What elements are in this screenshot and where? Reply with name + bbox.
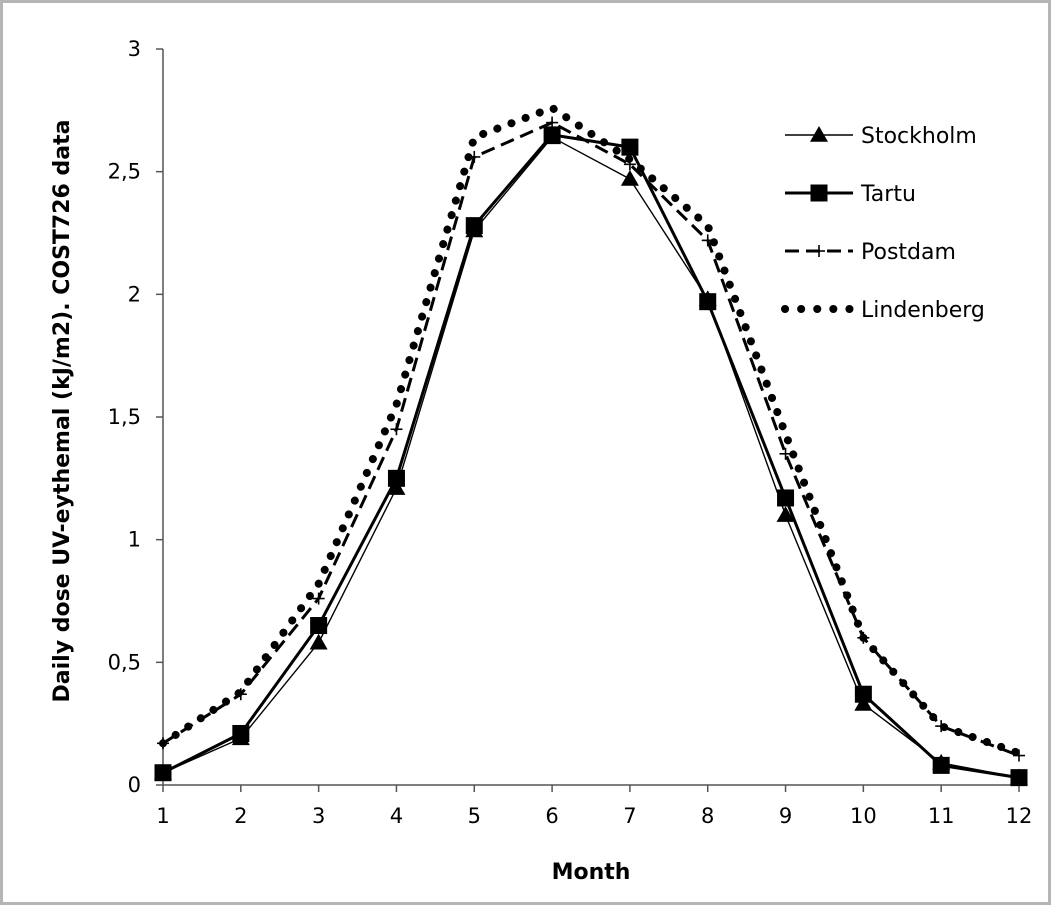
data-point-postdam — [623, 158, 636, 171]
x-tick-label: 2 — [234, 804, 247, 828]
y-tick-label: 2 — [128, 282, 141, 306]
legend-entry-stockholm: Stockholm — [785, 124, 977, 149]
series-line-lindenberg — [159, 103, 1023, 758]
series-postdam — [157, 116, 1025, 762]
legend-label-postdam: Postdam — [861, 240, 956, 265]
data-point-postdam — [157, 737, 169, 750]
legend: Stockholm Tartu Postdam Lindenberg — [781, 124, 985, 323]
x-tick-label: 10 — [850, 804, 877, 828]
data-point-postdam — [701, 234, 714, 247]
data-point-tartu — [465, 217, 483, 235]
legend-label-lindenberg: Lindenberg — [861, 298, 985, 323]
data-point-tartu — [932, 756, 950, 774]
x-tick-label: 8 — [701, 804, 714, 828]
data-point-postdam — [857, 631, 870, 644]
legend-marker-tartu — [810, 184, 828, 202]
data-point-postdam — [312, 592, 325, 605]
data-point-tartu — [232, 724, 250, 742]
data-point-postdam — [234, 688, 247, 701]
x-tick-label: 1 — [156, 804, 169, 828]
series-tartu — [154, 126, 1028, 787]
legend-entry-tartu: Tartu — [785, 182, 916, 207]
data-point-tartu — [154, 764, 172, 782]
y-tick-label: 0,5 — [108, 650, 141, 674]
x-tick-label: 7 — [623, 804, 636, 828]
data-point-postdam — [390, 423, 403, 436]
data-point-tartu — [1010, 769, 1028, 787]
x-axis-title: Month — [552, 860, 631, 885]
data-point-stockholm — [387, 479, 406, 495]
series-line-postdam — [162, 121, 1020, 757]
legend-entry-postdam: Postdam — [785, 240, 956, 265]
x-tick-label: 11 — [928, 804, 955, 828]
y-tick-label: 1 — [128, 528, 141, 552]
series-layer — [154, 103, 1028, 787]
data-point-postdam — [468, 150, 481, 163]
line-chart: 00,511,522,531 2 3 4 5 6 7 8 9 10 11 12 StockholmTa… — [50, 37, 1033, 885]
data-point-tartu — [699, 293, 717, 311]
y-tick-label: 2,5 — [108, 160, 141, 184]
x-tick-label: 5 — [468, 804, 481, 828]
x-tick-label: 12 — [1006, 804, 1033, 828]
data-point-postdam — [779, 447, 792, 460]
data-point-tartu — [854, 685, 872, 703]
y-tick-label: 1,5 — [108, 405, 141, 429]
x-tick-label: 4 — [390, 804, 403, 828]
data-point-tartu — [310, 617, 328, 635]
data-point-stockholm — [776, 506, 795, 522]
legend-entry-lindenberg: Lindenberg — [781, 298, 985, 323]
x-tick-label: 6 — [545, 804, 558, 828]
series-line-tartu — [162, 133, 1020, 780]
legend-label-stockholm: Stockholm — [861, 124, 977, 149]
legend-label-tartu: Tartu — [860, 182, 916, 207]
series-lindenberg — [159, 103, 1023, 758]
legend-marker-stockholm — [810, 126, 828, 142]
data-point-stockholm — [620, 170, 639, 186]
y-tick-label: 3 — [128, 37, 141, 61]
y-axis-title: Daily dose UV-eythemal (kJ/m2). COST726 … — [50, 120, 75, 703]
series-stockholm — [154, 128, 1028, 785]
series-line-stockholm — [162, 136, 1020, 779]
x-tick-label: 3 — [312, 804, 325, 828]
data-point-postdam — [1013, 749, 1025, 762]
axes: 00,511,522,531 2 3 4 5 6 7 8 9 10 11 12 — [108, 37, 1033, 828]
data-point-stockholm — [309, 633, 328, 650]
x-tick-label: 9 — [779, 804, 792, 828]
data-point-stockholm — [854, 695, 873, 711]
y-tick-label: 0 — [128, 773, 141, 797]
data-point-tartu — [543, 126, 561, 144]
data-point-tartu — [387, 469, 405, 487]
data-point-postdam — [935, 720, 948, 733]
legend-marker-postdam — [813, 245, 825, 257]
data-point-tartu — [621, 138, 639, 156]
data-point-tartu — [777, 489, 795, 507]
